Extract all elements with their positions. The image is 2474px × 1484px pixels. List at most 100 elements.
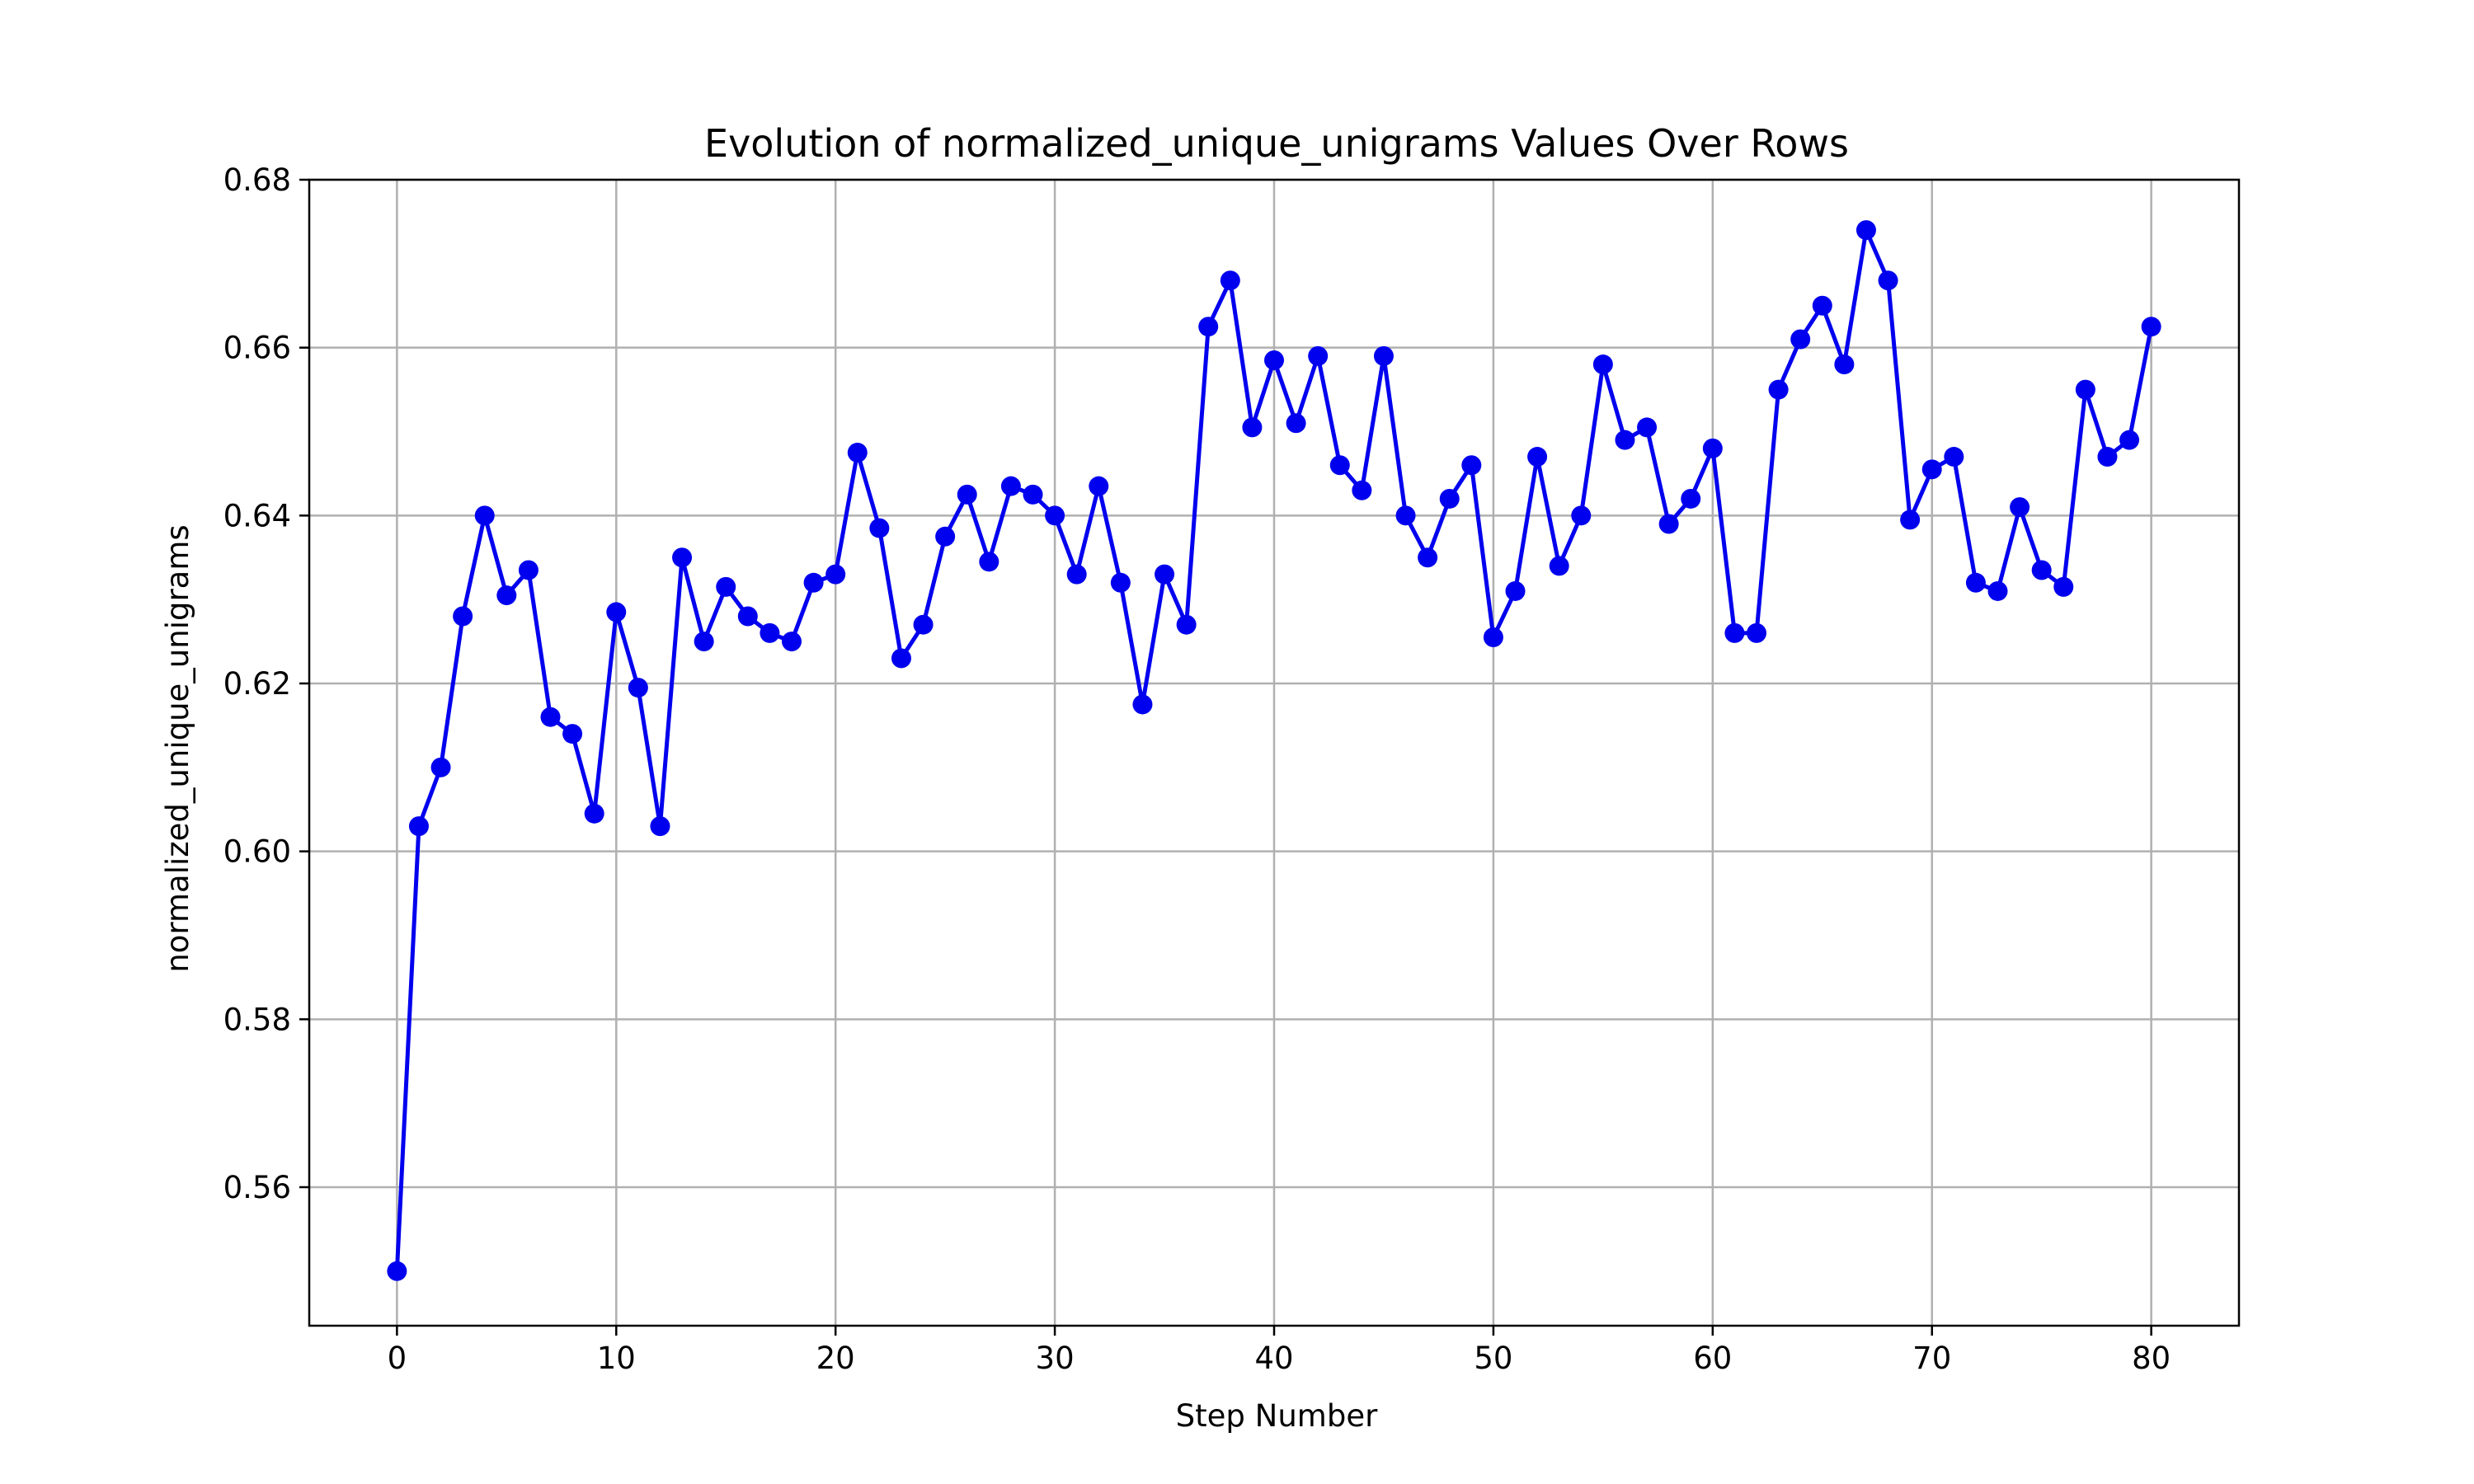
data-point	[1549, 556, 1569, 576]
data-point	[1592, 355, 1613, 375]
data-point	[1681, 488, 1701, 509]
data-point	[1878, 270, 1898, 291]
data-point	[1264, 350, 1284, 370]
data-point	[1900, 510, 1921, 530]
data-point	[606, 602, 627, 622]
data-point	[803, 572, 824, 593]
data-point	[979, 552, 999, 572]
data-point	[1198, 317, 1219, 337]
y-tick-label: 0.68	[223, 162, 291, 198]
data-point	[2075, 379, 2095, 400]
x-tick-label: 20	[816, 1341, 855, 1376]
data-point	[1352, 480, 1372, 500]
y-tick-label: 0.62	[223, 666, 291, 702]
y-tick-label: 0.56	[223, 1170, 291, 1205]
data-point	[935, 526, 956, 547]
data-point	[2097, 447, 2118, 467]
x-tick-label: 30	[1036, 1341, 1075, 1376]
data-point	[496, 585, 517, 606]
data-point	[1637, 417, 1658, 438]
data-point	[1527, 447, 1548, 467]
data-point	[1242, 417, 1263, 438]
data-point	[1834, 355, 1855, 375]
y-tick-label: 0.60	[223, 834, 291, 870]
data-point	[1461, 455, 1482, 476]
data-point	[1658, 514, 1679, 534]
data-point	[1987, 580, 2008, 601]
x-axis-label: Step Number	[1176, 1398, 1378, 1434]
data-point	[1921, 459, 1942, 480]
data-point	[1220, 270, 1240, 291]
data-point	[913, 614, 934, 635]
y-tick-label: 0.58	[223, 1002, 291, 1037]
x-tick-label: 70	[1912, 1341, 1951, 1376]
data-point	[825, 564, 846, 585]
data-point	[716, 576, 736, 597]
data-point	[1155, 564, 1175, 585]
x-tick-label: 40	[1254, 1341, 1293, 1376]
x-tick-label: 10	[597, 1341, 636, 1376]
data-point	[540, 707, 561, 727]
data-point	[1768, 379, 1789, 400]
chart-title: Evolution of normalized_unique_unigrams …	[704, 121, 1849, 166]
data-point	[891, 648, 911, 669]
data-point	[2031, 560, 2052, 580]
data-point	[957, 484, 977, 505]
data-point	[584, 803, 604, 824]
data-point	[2141, 317, 2161, 337]
data-point	[1615, 430, 1635, 450]
data-point	[518, 560, 539, 580]
data-point	[1790, 329, 1811, 350]
data-point	[1944, 447, 1964, 467]
series-markers	[387, 220, 2161, 1281]
data-point	[1418, 547, 1438, 568]
data-point	[628, 678, 648, 698]
data-point	[1571, 505, 1592, 526]
data-point	[1483, 627, 1503, 647]
data-point	[1439, 488, 1460, 509]
data-point	[1724, 622, 1745, 643]
data-point	[1373, 345, 1394, 366]
data-point	[2010, 497, 2030, 518]
x-tick-label: 80	[2132, 1341, 2171, 1376]
data-point	[1132, 694, 1153, 715]
x-tick-label: 50	[1474, 1341, 1512, 1376]
data-point	[2053, 576, 2074, 597]
y-tick-label: 0.64	[223, 498, 291, 533]
data-point	[737, 606, 758, 627]
axis-ticks: 0 10 20 30 40 50 60 70 80 0.56 0.58 0.60 0.62 0.64 0.6…	[223, 162, 2171, 1376]
data-point	[387, 1261, 407, 1281]
data-point	[474, 505, 495, 526]
data-point	[1329, 455, 1350, 476]
data-point	[650, 816, 670, 837]
data-point	[1176, 614, 1197, 635]
y-axis-label: normalized_unique_unigrams	[160, 524, 195, 972]
x-tick-label: 60	[1693, 1341, 1732, 1376]
data-point	[1395, 505, 1416, 526]
data-point	[1110, 572, 1131, 593]
data-point	[1505, 580, 1526, 601]
data-point	[1023, 484, 1043, 505]
data-point	[1812, 295, 1832, 316]
data-point	[760, 622, 780, 643]
data-point	[2119, 430, 2140, 450]
data-point	[694, 632, 714, 652]
data-point	[453, 606, 473, 627]
data-point	[1747, 622, 1766, 643]
data-point	[1045, 505, 1065, 526]
data-point	[1308, 345, 1329, 366]
data-point	[1965, 572, 1986, 593]
data-point	[847, 442, 868, 463]
data-point	[1000, 476, 1021, 496]
data-point	[1066, 564, 1087, 585]
y-tick-label: 0.66	[223, 331, 291, 366]
x-tick-label: 0	[388, 1341, 407, 1376]
data-point	[782, 632, 802, 652]
data-point	[1089, 476, 1109, 496]
data-point	[562, 724, 583, 744]
data-point	[869, 518, 890, 538]
data-point	[430, 757, 451, 777]
data-point	[1286, 413, 1306, 434]
